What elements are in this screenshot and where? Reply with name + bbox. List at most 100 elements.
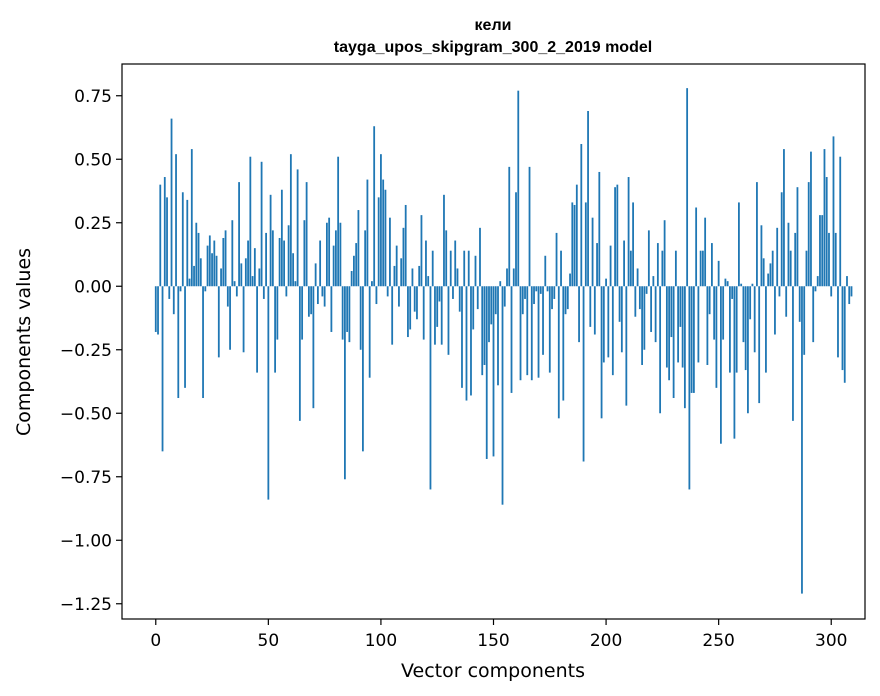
bar [677,286,680,363]
bar [411,268,414,287]
bar [720,286,722,444]
bar [629,250,632,287]
bar [756,182,758,287]
bar [566,286,569,310]
bar [271,230,274,287]
bar [427,276,430,287]
bar [738,202,740,287]
bar [591,217,594,287]
bar [544,255,547,287]
bar [452,286,454,299]
bar [555,232,558,287]
bar [371,281,373,287]
bar [526,286,529,376]
bar [593,286,596,335]
bar [303,220,306,287]
bar [226,286,229,307]
bar [285,286,288,297]
bar [215,255,218,287]
bar [638,286,641,310]
bar [742,286,745,343]
bar [535,286,538,292]
bar [434,286,436,345]
bar [749,286,752,320]
bar [726,281,729,287]
bar [776,227,779,287]
plot-frame [121,63,866,620]
bar [242,286,245,353]
bar [177,286,180,399]
bar [298,286,301,421]
bar [674,250,677,287]
bar [283,240,286,287]
bar [179,286,182,292]
bar [368,286,371,378]
bar [708,286,711,315]
bar [461,286,463,388]
bar [348,286,351,343]
bar [575,184,578,287]
bar [564,286,567,315]
bar [224,230,227,287]
bar [494,286,497,315]
bar [330,286,333,332]
bar [366,179,369,287]
bar [740,283,743,287]
y-tick-label: −0.25 [60,341,112,361]
bar [362,286,364,452]
bar [659,286,662,414]
bar [289,154,292,287]
bar [211,253,213,287]
bar [663,220,666,287]
bar [181,192,184,287]
bar [235,286,238,297]
bar [350,271,353,287]
y-tick-label: 0.75 [74,87,112,107]
bar [661,250,664,287]
bar [769,263,772,287]
bar [420,215,423,287]
bar [161,286,164,452]
bar [483,286,486,365]
bar [438,286,441,302]
bar [843,286,846,383]
y-tick-label: 0.00 [74,277,112,297]
bar [154,286,157,332]
bar [587,110,589,287]
bar [497,286,499,386]
bar [623,240,625,287]
bar [805,250,808,287]
bar [328,217,331,287]
bar [265,232,267,287]
bar [762,258,765,287]
x-axis-label: Vector components [401,660,585,682]
bar [823,149,826,287]
bar [476,286,479,310]
x-tick-label: 300 [815,631,847,651]
bar [375,286,378,305]
bar [539,286,542,294]
bar [704,217,707,287]
bar [166,197,168,287]
bar [517,90,520,287]
bar [519,286,522,381]
bar [537,286,540,378]
bar [645,286,648,294]
bar [247,240,249,287]
bar [240,263,243,287]
bar [530,286,533,381]
bar [771,250,774,287]
bar [582,286,585,462]
bar [197,232,200,287]
bar [188,278,191,287]
bar [251,276,254,287]
bar [377,197,380,287]
bar [803,286,806,355]
bar [344,286,346,480]
bar [244,258,247,287]
bar [650,286,653,332]
bar [364,230,367,287]
bar [812,286,815,343]
bar [389,217,391,287]
bar [206,245,209,287]
